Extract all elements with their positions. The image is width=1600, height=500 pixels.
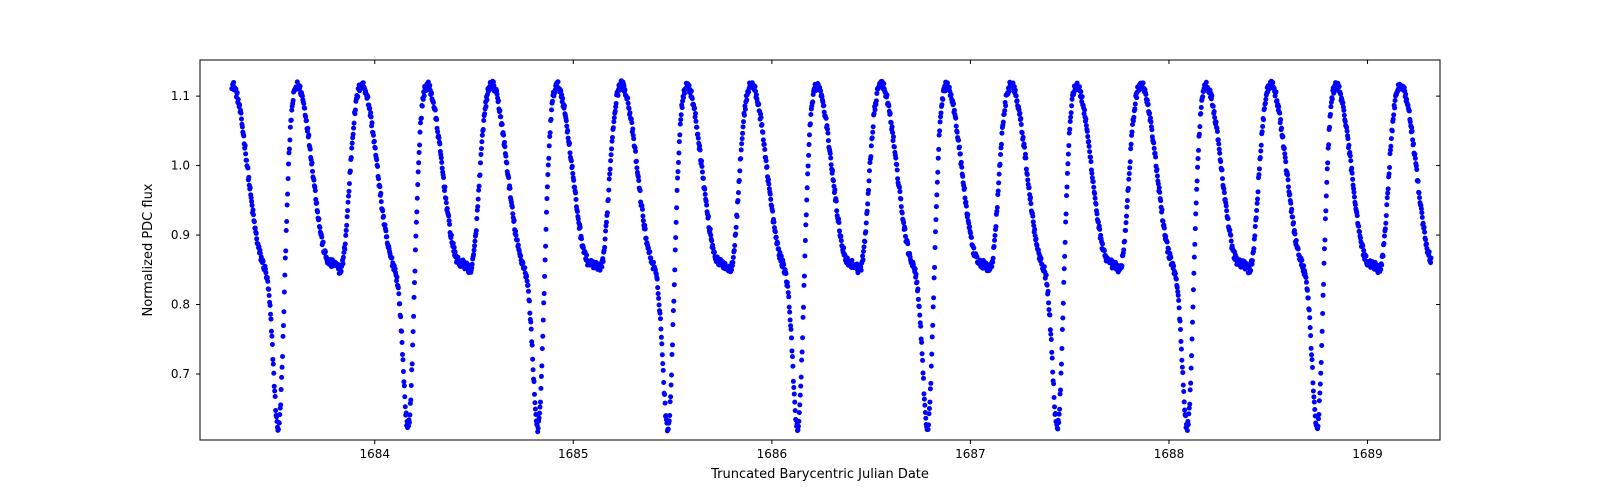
y-tick-label: 1.0 xyxy=(171,159,190,173)
y-axis-label: Normalized PDC flux xyxy=(141,183,156,316)
chart-container: 1684 1685 1686 1687 1688 1689 0.7 0.8 0.9 1.0 1.1 T… xyxy=(0,0,1600,500)
x-tick-label: 1686 xyxy=(757,447,788,461)
x-tick-label: 1684 xyxy=(359,447,390,461)
y-tick-label: 0.7 xyxy=(171,367,190,381)
x-axis-label: Truncated Barycentric Julian Date xyxy=(710,467,929,482)
x-tick-label: 1689 xyxy=(1352,447,1383,461)
y-tick-label: 0.8 xyxy=(171,298,190,312)
y-tick-label: 1.1 xyxy=(171,89,190,103)
x-tick-label: 1687 xyxy=(955,447,986,461)
light-curve-chart: 1684 1685 1686 1687 1688 1689 0.7 0.8 0.9 1.0 1.1 T… xyxy=(0,0,1600,500)
x-tick-label: 1688 xyxy=(1154,447,1185,461)
x-tick-label: 1685 xyxy=(558,447,589,461)
y-tick-label: 0.9 xyxy=(171,228,190,242)
